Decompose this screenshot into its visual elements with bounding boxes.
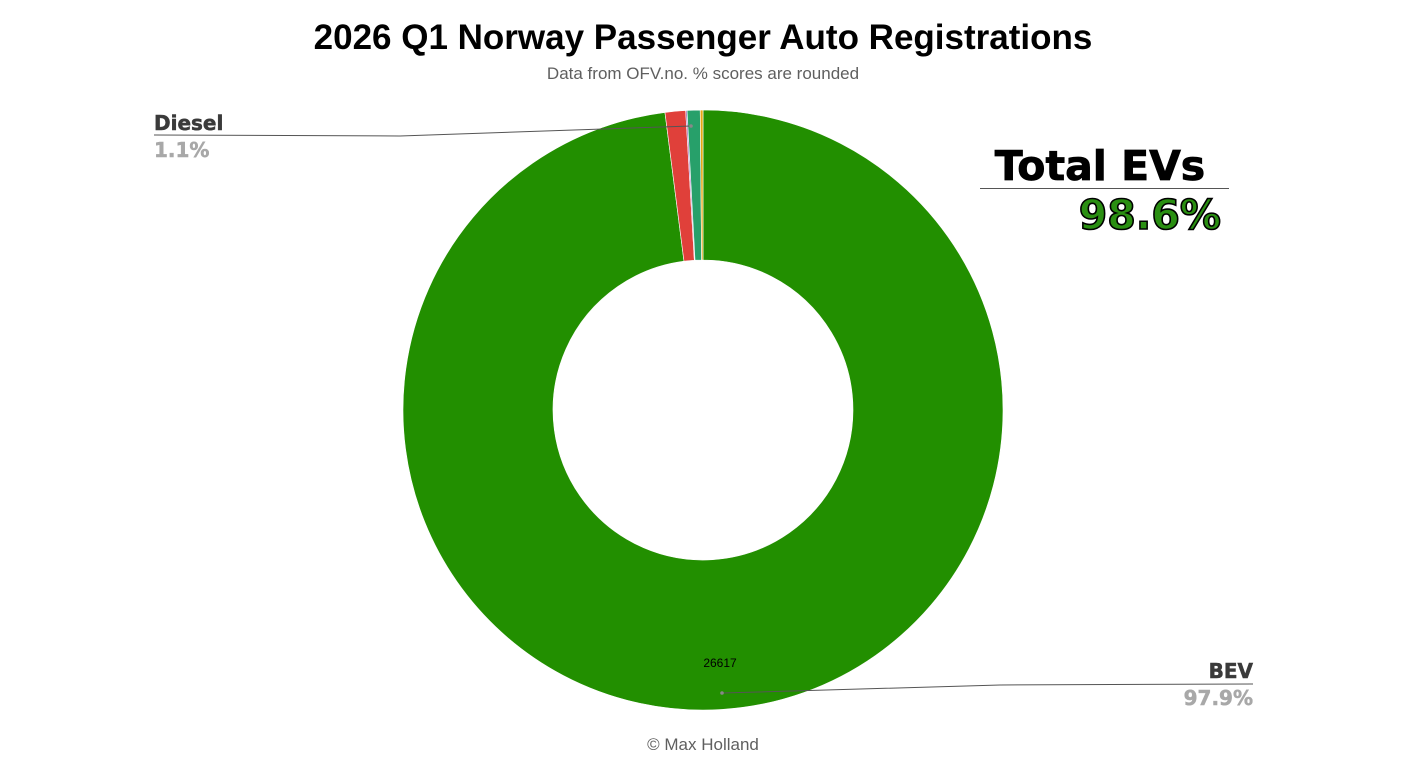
leader-line-diesel (153, 125, 692, 137)
leader-dot-diesel (689, 124, 693, 128)
slice-slice-5 (699, 109, 704, 261)
leader-dot-bev (720, 691, 724, 695)
label-diesel-name: Diesel (154, 111, 223, 135)
label-bev-percent: 97.9% (1184, 686, 1253, 710)
callout-bev: BEV 97.9% (720, 659, 1254, 710)
chart-subtitle: Data from OFV.no. % scores are rounded (546, 64, 860, 83)
total-evs-annotation: Total EVs 98.6% (980, 142, 1229, 240)
chart-title: 2026 Q1 Norway Passenger Auto Registrati… (313, 18, 1093, 57)
chart-credit: © Max Holland (647, 735, 759, 754)
label-bev-name: BEV (1209, 659, 1254, 683)
total-evs-label: Total EVs (995, 142, 1205, 190)
leader-line-bev (721, 683, 1254, 694)
slice-bev (402, 109, 1004, 711)
label-diesel-percent: 1.1% (154, 138, 209, 162)
data-label-bev-value: 26617 (703, 656, 737, 670)
total-evs-value: 98.6% (1079, 191, 1221, 239)
slices-group (402, 109, 1004, 711)
callout-diesel: Diesel 1.1% (154, 111, 693, 162)
